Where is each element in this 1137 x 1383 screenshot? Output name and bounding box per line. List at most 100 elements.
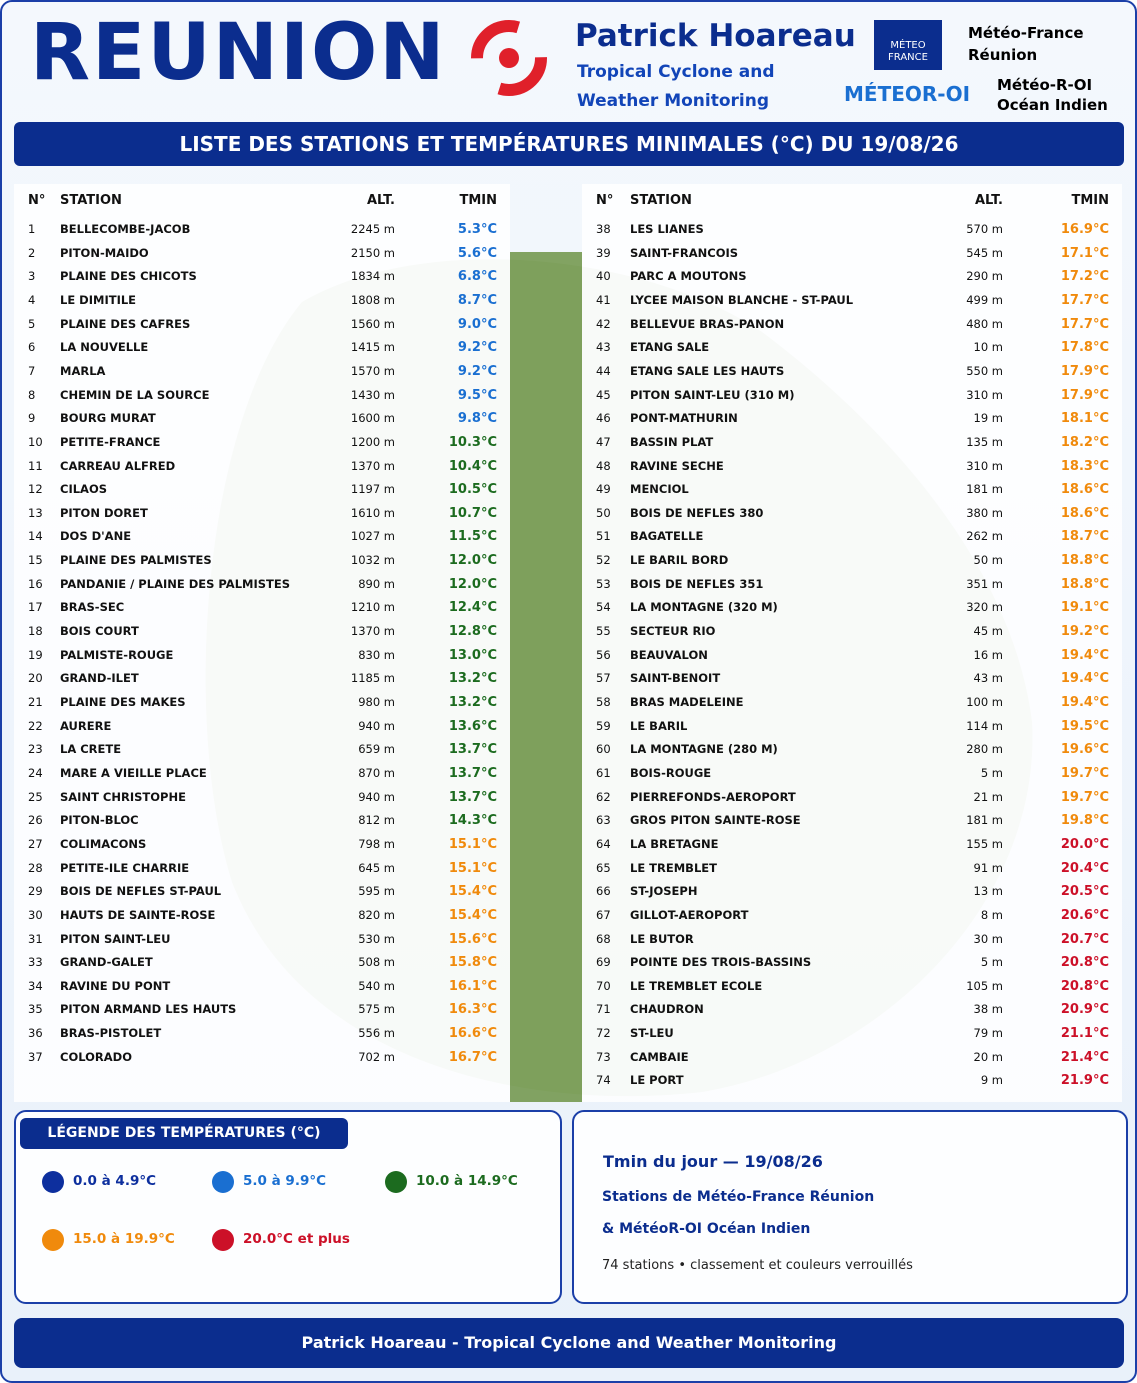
row-number: 8: [28, 387, 36, 402]
tmin: 9.8°C: [457, 411, 497, 427]
tmin: 17.8°C: [1060, 340, 1109, 356]
tmin: 10.7°C: [448, 505, 497, 521]
row-number: 33: [28, 955, 43, 970]
row-number: 20: [28, 671, 43, 686]
altitude: 43 m: [973, 671, 1004, 686]
altitude: 480 m: [966, 316, 1003, 331]
row-number: 25: [28, 789, 43, 804]
tmin: 17.2°C: [1060, 269, 1109, 285]
row-number: 14: [28, 529, 43, 544]
station-name: PITON SAINT-LEU: [60, 931, 171, 946]
altitude: 1197 m: [350, 482, 395, 497]
altitude: 1610 m: [350, 505, 395, 520]
row-number: 31: [28, 931, 43, 946]
altitude: 1808 m: [350, 292, 395, 307]
column-header: STATION: [630, 193, 692, 208]
station-name: PLAINE DES CAFRES: [60, 316, 191, 331]
altitude: 645 m: [358, 860, 395, 875]
altitude: 114 m: [966, 718, 1003, 733]
altitude: 820 m: [358, 907, 395, 922]
row-number: 19: [28, 647, 43, 662]
station-name: PLAINE DES CHICOTS: [60, 269, 197, 284]
station-name: CHAUDRON: [630, 1002, 704, 1017]
tmin: 13.7°C: [448, 742, 497, 758]
tmin: 10.3°C: [448, 434, 497, 450]
station-name: PITON-BLOC: [60, 813, 139, 828]
brand: Patrick Hoareau: [575, 18, 856, 54]
station-name: BRAS MADELEINE: [630, 695, 744, 709]
tmin: 5.3°C: [457, 222, 497, 237]
altitude: 10 m: [973, 340, 1004, 355]
altitude: 830 m: [358, 647, 395, 662]
legend-swatch: [212, 1171, 234, 1193]
station-name: PITON DORET: [60, 505, 148, 520]
station-name: BELLEVUE BRAS-PANON: [630, 316, 785, 331]
tmin: 19.1°C: [1060, 600, 1109, 616]
tmin: 15.1°C: [448, 836, 497, 852]
row-number: 38: [596, 222, 611, 236]
tmin: 10.5°C: [448, 482, 497, 498]
altitude: 812 m: [358, 813, 395, 828]
row-number: 23: [28, 742, 43, 757]
altitude: 351 m: [966, 576, 1003, 591]
row-number: 53: [596, 576, 611, 591]
row-number: 65: [596, 860, 611, 875]
tmin: 21.4°C: [1060, 1049, 1109, 1065]
meteor-logo: MÉTEOR-OI: [844, 82, 971, 106]
row-number: 7: [28, 363, 36, 378]
altitude: 1834 m: [350, 269, 395, 284]
table-panel: [14, 184, 510, 1102]
altitude: 499 m: [966, 292, 1003, 307]
station-name: BOIS DE NEFLES 351: [630, 576, 764, 591]
tmin: 18.6°C: [1060, 505, 1109, 521]
row-number: 62: [596, 789, 611, 804]
tmin: 15.4°C: [448, 884, 497, 900]
tmin: 15.1°C: [448, 860, 497, 876]
station-name: PLAINE DES PALMISTES: [60, 553, 212, 568]
station-name: ST-JOSEPH: [630, 884, 698, 899]
tmin: 20.8°C: [1060, 978, 1109, 994]
legend-title: LÉGENDE DES TEMPÉRATURES (°C): [20, 1118, 348, 1149]
altitude: 30 m: [973, 931, 1004, 946]
altitude: 540 m: [358, 978, 395, 993]
tmin: 18.2°C: [1060, 434, 1109, 450]
tmin: 18.8°C: [1060, 553, 1109, 569]
row-number: 16: [28, 576, 43, 591]
row-number: 27: [28, 836, 43, 851]
row-number: 2: [28, 245, 36, 260]
row-number: 69: [596, 955, 611, 970]
altitude: 310 m: [966, 387, 1003, 402]
tmin: 20.8°C: [1060, 955, 1109, 971]
tmin: 17.9°C: [1060, 363, 1109, 379]
tmin: 21.9°C: [1060, 1073, 1109, 1089]
row-number: 55: [596, 624, 611, 639]
row-number: 30: [28, 907, 43, 922]
info-note: 74 stations • classement et couleurs ver…: [602, 1258, 913, 1273]
tmin: 15.8°C: [448, 955, 497, 971]
station-name: PONT-MATHURIN: [630, 411, 738, 426]
row-number: 72: [596, 1026, 611, 1041]
altitude: 575 m: [358, 1002, 395, 1017]
tmin: 13.0°C: [448, 647, 497, 663]
row-number: 10: [28, 434, 43, 449]
altitude: 135 m: [966, 434, 1003, 449]
row-number: 48: [596, 458, 611, 473]
legend-label: 0.0 à 4.9°C: [73, 1173, 156, 1189]
row-number: 15: [28, 553, 43, 568]
tmin: 15.6°C: [448, 931, 497, 947]
altitude: 320 m: [966, 600, 1003, 615]
station-name: LYCEE MAISON BLANCHE - ST-PAUL: [630, 292, 854, 307]
station-name: GRAND-GALET: [60, 955, 153, 970]
station-name: LE BUTOR: [630, 931, 694, 946]
station-name: PALMISTE-ROUGE: [60, 647, 174, 662]
station-name: LA MONTAGNE (280 M): [630, 742, 778, 757]
station-name: LE BARIL: [630, 718, 688, 733]
altitude: 13 m: [973, 884, 1004, 899]
row-number: 57: [596, 671, 611, 686]
altitude: 550 m: [966, 363, 1003, 378]
altitude: 545 m: [966, 245, 1003, 260]
column-header: ALT.: [974, 193, 1003, 208]
tmin: 19.4°C: [1060, 647, 1109, 663]
altitude: 940 m: [358, 718, 395, 733]
station-name: RAVINE SECHE: [630, 458, 724, 473]
